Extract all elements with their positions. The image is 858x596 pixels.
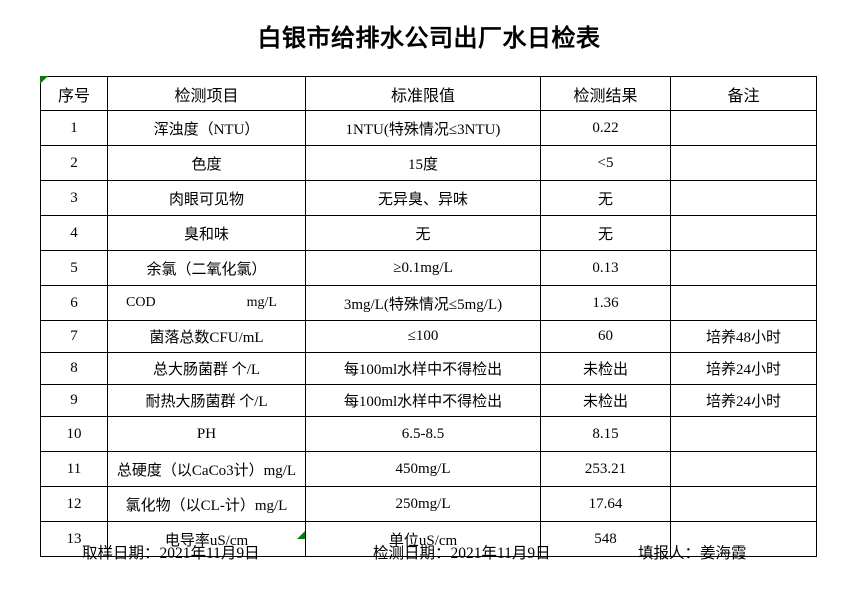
footer: 取样日期：2021年11月9日 检测日期：2021年11月9日 填报人：姜海霞	[40, 540, 820, 568]
cell-no: 9	[40, 384, 108, 417]
cell-note	[670, 416, 817, 452]
cell-result: 0.13	[540, 250, 671, 286]
cell-note	[670, 486, 817, 522]
table-row: 11 总硬度（以CaCo3计）mg/L 450mg/L 253.21	[40, 451, 817, 487]
filer-label: 填报人：姜海霞	[638, 545, 747, 562]
cell-item: 余氯（二氧化氯）	[107, 250, 306, 286]
table-row: 4 臭和味 无 无	[40, 215, 817, 251]
table-row: 7 菌落总数CFU/mL ≤100 60 培养48小时	[40, 320, 817, 353]
cell-item: 臭和味	[107, 215, 306, 251]
table-row: 1 浑浊度（NTU） 1NTU(特殊情况≤3NTU) 0.22	[40, 110, 817, 146]
cell-result: 17.64	[540, 486, 671, 522]
cell-result: 无	[540, 180, 671, 216]
cell-item: 总大肠菌群 个/L	[107, 352, 306, 385]
cell-no: 4	[40, 215, 108, 251]
cell-standard: 15度	[305, 145, 541, 181]
cell-item: 氯化物（以CL-计）mg/L	[107, 486, 306, 522]
cell-note	[670, 451, 817, 487]
cell-no: 2	[40, 145, 108, 181]
cell-item-unit: mg/L	[246, 295, 277, 310]
cell-no: 3	[40, 180, 108, 216]
cell-item-name: COD	[126, 295, 156, 310]
cell-result: 0.22	[540, 110, 671, 146]
table-row: 2 色度 15度 <5	[40, 145, 817, 181]
cell-no: 5	[40, 250, 108, 286]
cell-note: 培养48小时	[670, 320, 817, 353]
cell-no: 1	[40, 110, 108, 146]
cell-result: <5	[540, 145, 671, 181]
cell-standard: 每100ml水样中不得检出	[305, 384, 541, 417]
cell-standard: 250mg/L	[305, 486, 541, 522]
cell-result: 未检出	[540, 384, 671, 417]
table-row: 9 耐热大肠菌群 个/L 每100ml水样中不得检出 未检出 培养24小时	[40, 384, 817, 417]
cell-item: 电导率uS/cm	[107, 521, 306, 557]
column-header-standard: 标准限值	[305, 76, 541, 111]
table-row: 5 余氯（二氧化氯） ≥0.1mg/L 0.13	[40, 250, 817, 286]
comment-marker-icon	[40, 76, 48, 84]
cell-standard: ≤100	[305, 320, 541, 353]
cell-item: 耐热大肠菌群 个/L	[107, 384, 306, 417]
cell-standard: 450mg/L	[305, 451, 541, 487]
page-title: 白银市给排水公司出厂水日检表	[257, 26, 601, 52]
column-header-item: 检测项目	[107, 76, 306, 111]
cell-standard: 1NTU(特殊情况≤3NTU)	[305, 110, 541, 146]
cell-note	[670, 180, 817, 216]
table-row: 12 氯化物（以CL-计）mg/L 250mg/L 17.64	[40, 486, 817, 522]
sample-date-label: 取样日期：2021年11月9日	[82, 545, 260, 562]
cell-note: 培养24小时	[670, 352, 817, 385]
column-header-result: 检测结果	[540, 76, 671, 111]
cell-no: 6	[40, 285, 108, 321]
cell-result: 253.21	[540, 451, 671, 487]
table-row: 10 PH 6.5-8.5 8.15	[40, 416, 817, 452]
cell-note: 培养24小时	[670, 384, 817, 417]
cell-item: 浑浊度（NTU）	[107, 110, 306, 146]
cell-standard: 3mg/L(特殊情况≤5mg/L)	[305, 285, 541, 321]
cell-note	[670, 250, 817, 286]
test-date-label: 检测日期：2021年11月9日	[373, 545, 551, 562]
cell-result: 548	[540, 521, 671, 557]
cell-item: PH	[107, 416, 306, 452]
cell-standard: 无异臭、异味	[305, 180, 541, 216]
cell-note	[670, 110, 817, 146]
cell-no: 10	[40, 416, 108, 452]
cell-note	[670, 215, 817, 251]
comment-marker-icon	[297, 531, 305, 539]
table-row: 6 COD mg/L 3mg/L(特殊情况≤5mg/L) 1.36	[40, 285, 817, 321]
cell-no: 7	[40, 320, 108, 353]
table-row: 13 电导率uS/cm 单位uS/cm 548	[40, 521, 817, 557]
cell-result: 未检出	[540, 352, 671, 385]
cell-standard: 每100ml水样中不得检出	[305, 352, 541, 385]
cell-item: 肉眼可见物	[107, 180, 306, 216]
column-header-note: 备注	[670, 76, 817, 111]
cell-no: 8	[40, 352, 108, 385]
cell-item: COD mg/L	[107, 285, 306, 321]
cell-standard: 6.5-8.5	[305, 416, 541, 452]
table-header-row: 序号 检测项目 标准限值 检测结果 备注	[40, 76, 817, 111]
cell-note	[670, 521, 817, 557]
table-row: 3 肉眼可见物 无异臭、异味 无	[40, 180, 817, 216]
cell-note	[670, 285, 817, 321]
cell-item: 菌落总数CFU/mL	[107, 320, 306, 353]
cell-standard: ≥0.1mg/L	[305, 250, 541, 286]
cell-no: 11	[40, 451, 108, 487]
cell-item: 色度	[107, 145, 306, 181]
column-header-no: 序号	[40, 76, 108, 111]
cell-result: 8.15	[540, 416, 671, 452]
cell-no: 13	[40, 521, 108, 557]
report-table-container: 序号 检测项目 标准限值 检测结果 备注 1 浑浊度（NTU） 1NTU(特殊情…	[40, 76, 817, 557]
cell-no: 12	[40, 486, 108, 522]
water-quality-report-table: 序号 检测项目 标准限值 检测结果 备注 1 浑浊度（NTU） 1NTU(特殊情…	[40, 76, 817, 557]
cell-item: 总硬度（以CaCo3计）mg/L	[107, 451, 306, 487]
cell-note	[670, 145, 817, 181]
cell-result: 无	[540, 215, 671, 251]
cell-standard: 无	[305, 215, 541, 251]
cell-result: 1.36	[540, 285, 671, 321]
cell-result: 60	[540, 320, 671, 353]
table-row: 8 总大肠菌群 个/L 每100ml水样中不得检出 未检出 培养24小时	[40, 352, 817, 385]
